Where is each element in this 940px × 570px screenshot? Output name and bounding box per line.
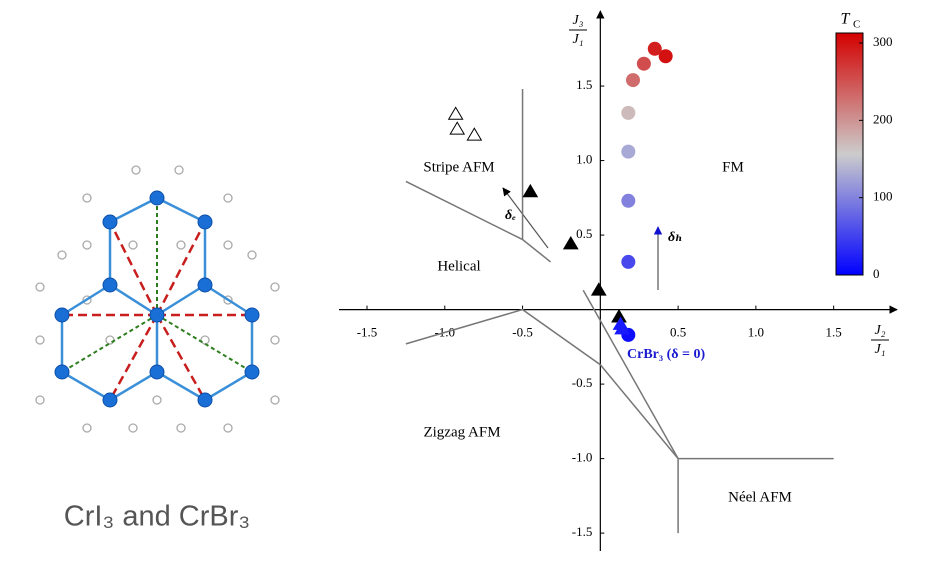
data-point	[447, 106, 464, 120]
x-tick-label: -1.5	[357, 325, 378, 340]
x-tick-label: -0.5	[512, 325, 533, 340]
y-tick-label: -1.5	[572, 524, 593, 539]
colorbar	[835, 32, 864, 276]
x-tick-label: 1.0	[748, 325, 764, 340]
x-tick-label: 0.5	[670, 325, 686, 340]
data-point	[658, 49, 673, 64]
data-point	[621, 193, 636, 208]
x-tick-label: 1.5	[826, 325, 842, 340]
y-tick-label: 1.5	[576, 77, 592, 92]
data-point	[626, 73, 640, 88]
data-point	[647, 41, 662, 56]
colorbar-tick-label: 200	[873, 111, 893, 126]
caption: CrI₃ and CrBr₃	[64, 501, 250, 533]
arrow	[502, 187, 549, 249]
x-axis-label: J₂	[874, 323, 885, 338]
phase-label: Zigzag AFM	[423, 424, 500, 440]
y-axis-label: J₁	[572, 32, 583, 47]
annotation: δₑ	[505, 208, 516, 223]
phase-label: Helical	[437, 258, 480, 274]
data-point	[614, 320, 630, 335]
data-point	[636, 56, 651, 71]
data-point	[449, 121, 466, 135]
y-tick-label: 1.0	[576, 152, 592, 167]
phase-boundary	[582, 289, 679, 459]
phase-boundary	[405, 308, 679, 460]
x-axis-label: J₁	[874, 342, 885, 357]
data-point	[466, 127, 483, 141]
annotation: δₕ	[668, 230, 682, 245]
y-tick-label: -0.5	[572, 375, 593, 390]
data-point	[621, 254, 636, 269]
colorbar-label-sub: C	[853, 19, 860, 31]
data-point	[621, 144, 636, 159]
y-axis-label: J₃	[572, 13, 583, 28]
data-point	[522, 183, 539, 198]
annotation: CrBr₃ (δ = 0)	[627, 347, 705, 362]
colorbar-tick-label: 100	[873, 189, 893, 204]
lattice	[35, 165, 280, 433]
data-point	[590, 282, 607, 296]
y-tick-label: 0.5	[576, 226, 592, 241]
phase-label: Stripe AFM	[423, 159, 494, 175]
colorbar-label: T	[841, 11, 851, 28]
phase-boundary	[405, 180, 552, 263]
y-tick-label: -1.0	[572, 450, 593, 465]
phase-label: FM	[722, 159, 744, 175]
phase-label: Néel AFM	[728, 489, 792, 505]
data-point	[621, 105, 636, 120]
colorbar-tick-label: 0	[873, 266, 880, 281]
data-point	[562, 236, 579, 250]
colorbar-tick-label: 300	[873, 34, 893, 49]
